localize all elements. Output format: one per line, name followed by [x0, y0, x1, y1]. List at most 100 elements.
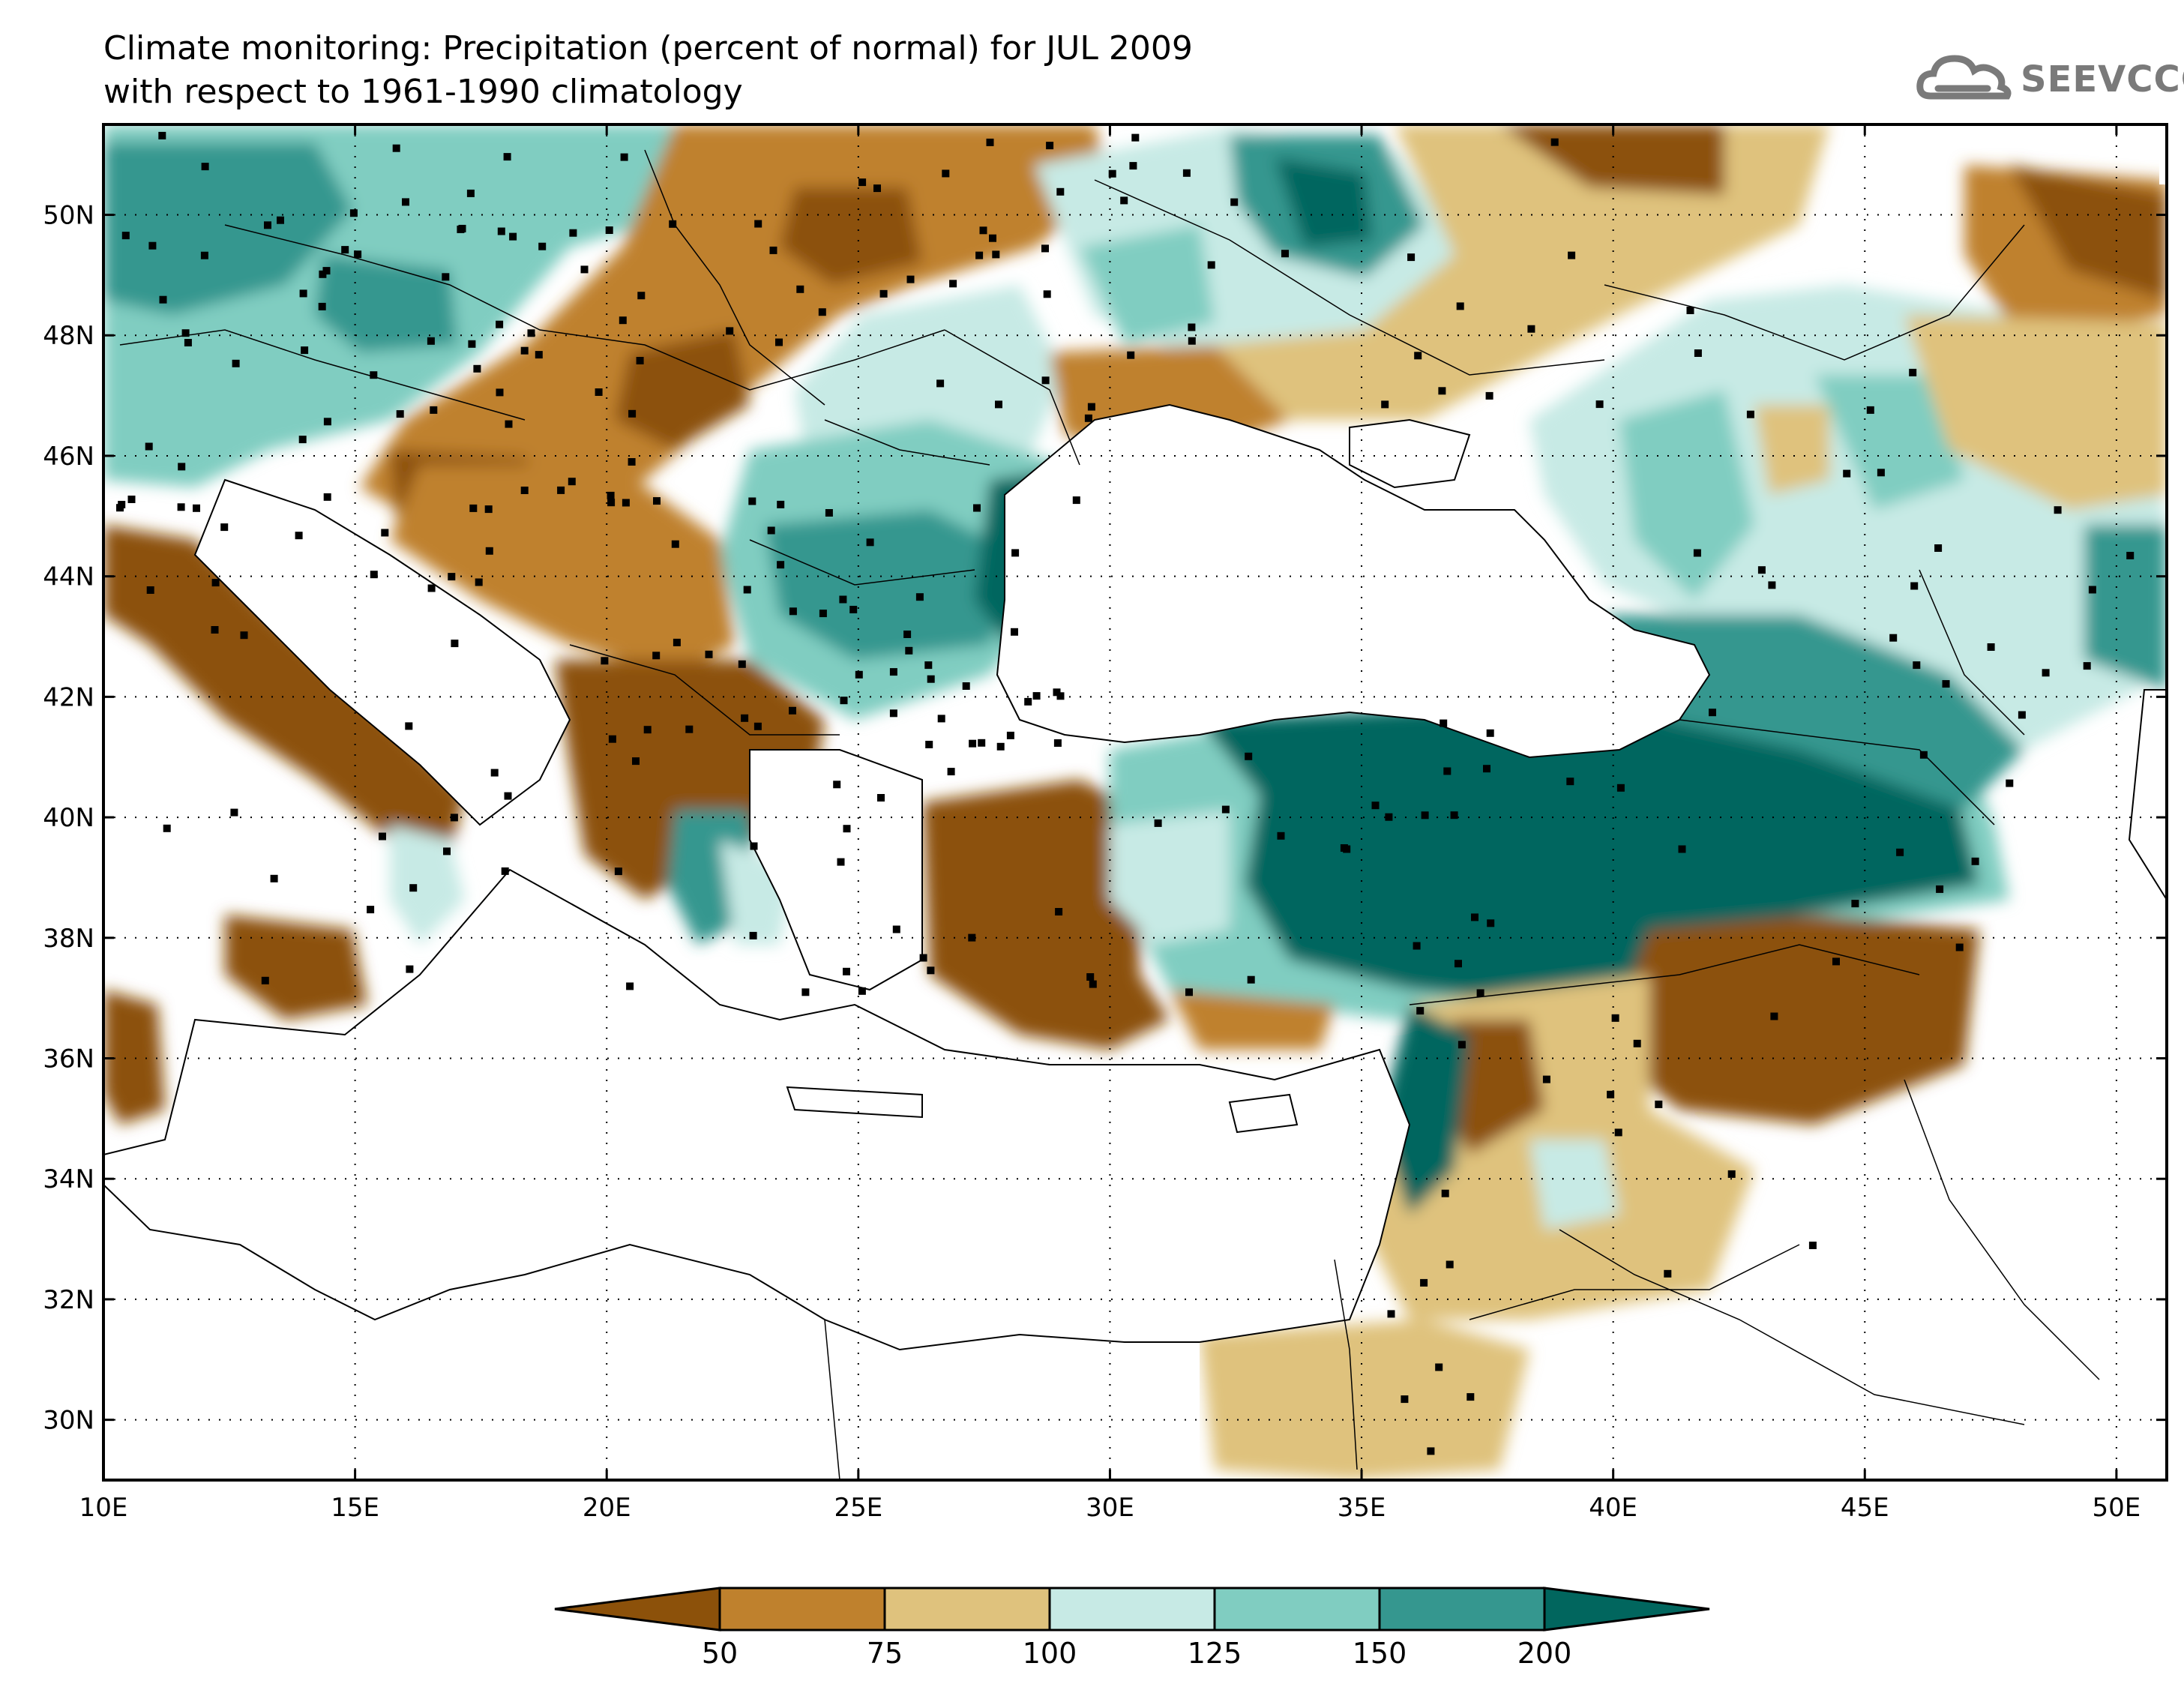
lat-label-46: 46N — [43, 442, 94, 472]
station-marker-272 — [2006, 779, 2014, 787]
aegean-sea — [750, 750, 922, 990]
station-marker-277 — [1678, 845, 1686, 853]
station-marker-121 — [705, 650, 713, 658]
logo-text: SEEVCCC — [2021, 58, 2184, 100]
station-marker-247 — [1746, 410, 1754, 418]
station-marker-106 — [1129, 162, 1137, 170]
station-marker-280 — [1832, 957, 1840, 966]
lat-label-48: 48N — [43, 321, 94, 351]
station-marker-93 — [989, 234, 996, 242]
station-marker-263 — [1542, 1075, 1550, 1083]
station-marker-136 — [937, 715, 945, 723]
station-marker-71 — [1046, 142, 1054, 150]
lat-label-34: 34N — [43, 1164, 94, 1194]
station-marker-17 — [200, 251, 208, 259]
station-marker-24 — [620, 153, 628, 161]
station-marker-150 — [1011, 549, 1020, 557]
station-marker-32 — [619, 316, 627, 325]
station-marker-108 — [1381, 400, 1389, 409]
station-marker-62 — [220, 523, 229, 532]
aegean-coast — [749, 749, 923, 991]
station-marker-148 — [839, 595, 847, 604]
station-marker-63 — [430, 406, 438, 414]
station-marker-248 — [1934, 544, 1943, 552]
border-10 — [1679, 719, 1995, 826]
station-marker-212 — [1006, 731, 1014, 739]
station-marker-226 — [1487, 919, 1495, 927]
azov-sea — [1350, 420, 1469, 487]
station-marker-40 — [557, 486, 565, 494]
station-marker-142 — [927, 675, 935, 683]
station-marker-44 — [669, 220, 677, 228]
station-marker-279 — [1936, 885, 1944, 893]
station-marker-192 — [652, 652, 661, 660]
black-sea — [997, 405, 1709, 757]
station-marker-224 — [1221, 805, 1230, 814]
station-marker-72 — [1041, 376, 1050, 385]
station-marker-241 — [1693, 549, 1701, 557]
station-marker-176 — [451, 640, 459, 648]
crete — [786, 1086, 923, 1119]
station-marker-23 — [349, 209, 358, 217]
station-marker-265 — [1633, 1039, 1641, 1047]
station-marker-231 — [1385, 813, 1393, 821]
azov-coast — [1349, 418, 1471, 489]
station-marker-163 — [211, 579, 220, 587]
lon-label-10: 10E — [79, 1493, 128, 1523]
lat-label-44: 44N — [43, 562, 94, 592]
station-marker-147 — [889, 668, 897, 676]
station-marker-262 — [1446, 1260, 1454, 1269]
colorbar-arrow-low — [554, 1587, 721, 1632]
title-line-1: Climate monitoring: Precipitation (perce… — [103, 29, 1193, 67]
station-marker-260 — [1441, 1189, 1449, 1197]
station-marker-204 — [1443, 767, 1452, 775]
station-marker-155 — [738, 660, 746, 668]
black-sea-coast — [996, 403, 1711, 759]
station-marker-146 — [1032, 692, 1041, 700]
station-marker-67 — [505, 420, 513, 428]
station-marker-82 — [754, 220, 762, 228]
colorbar-label-125: 125 — [1188, 1637, 1242, 1670]
station-marker-245 — [1866, 406, 1874, 414]
station-marker-143 — [1053, 688, 1061, 697]
lat-label-36: 36N — [43, 1044, 94, 1074]
station-marker-229 — [1416, 1007, 1425, 1015]
border-3 — [644, 149, 825, 406]
station-marker-273 — [2018, 711, 2026, 719]
colorbar-segment-0 — [718, 1587, 886, 1632]
station-marker-92 — [906, 275, 915, 283]
station-marker-65 — [232, 359, 240, 367]
colorbar-label-50: 50 — [702, 1637, 738, 1670]
station-marker-64 — [264, 221, 271, 229]
station-marker-83 — [1084, 414, 1092, 422]
station-marker-233 — [1471, 913, 1478, 921]
station-marker-39 — [299, 289, 307, 298]
station-marker-10 — [628, 458, 636, 466]
station-marker-182 — [877, 794, 885, 802]
station-marker-4 — [535, 351, 543, 359]
lat-label-32: 32N — [43, 1285, 94, 1315]
station-marker-124 — [777, 561, 785, 569]
border-16 — [1904, 1079, 2100, 1380]
station-marker-200 — [833, 781, 841, 789]
station-marker-119 — [673, 638, 681, 646]
station-marker-13 — [473, 364, 481, 373]
station-marker-173 — [230, 808, 238, 817]
station-marker-42 — [159, 295, 167, 304]
station-marker-255 — [2088, 586, 2096, 594]
station-marker-127 — [685, 725, 694, 733]
station-marker-103 — [1456, 302, 1464, 310]
station-marker-276 — [1896, 848, 1904, 856]
station-marker-25 — [319, 270, 327, 278]
seevccc-logo: SEEVCCC — [1916, 49, 2184, 109]
station-marker-27 — [402, 198, 409, 206]
border-1 — [119, 329, 526, 421]
station-marker-1 — [277, 216, 284, 224]
station-marker-52 — [158, 131, 166, 139]
station-marker-46 — [370, 371, 378, 379]
station-marker-126 — [777, 500, 785, 508]
colorbar-arrow-high — [1543, 1587, 1710, 1632]
station-marker-85 — [1056, 187, 1065, 196]
border-11 — [1409, 944, 1920, 1005]
station-marker-26 — [484, 505, 493, 514]
